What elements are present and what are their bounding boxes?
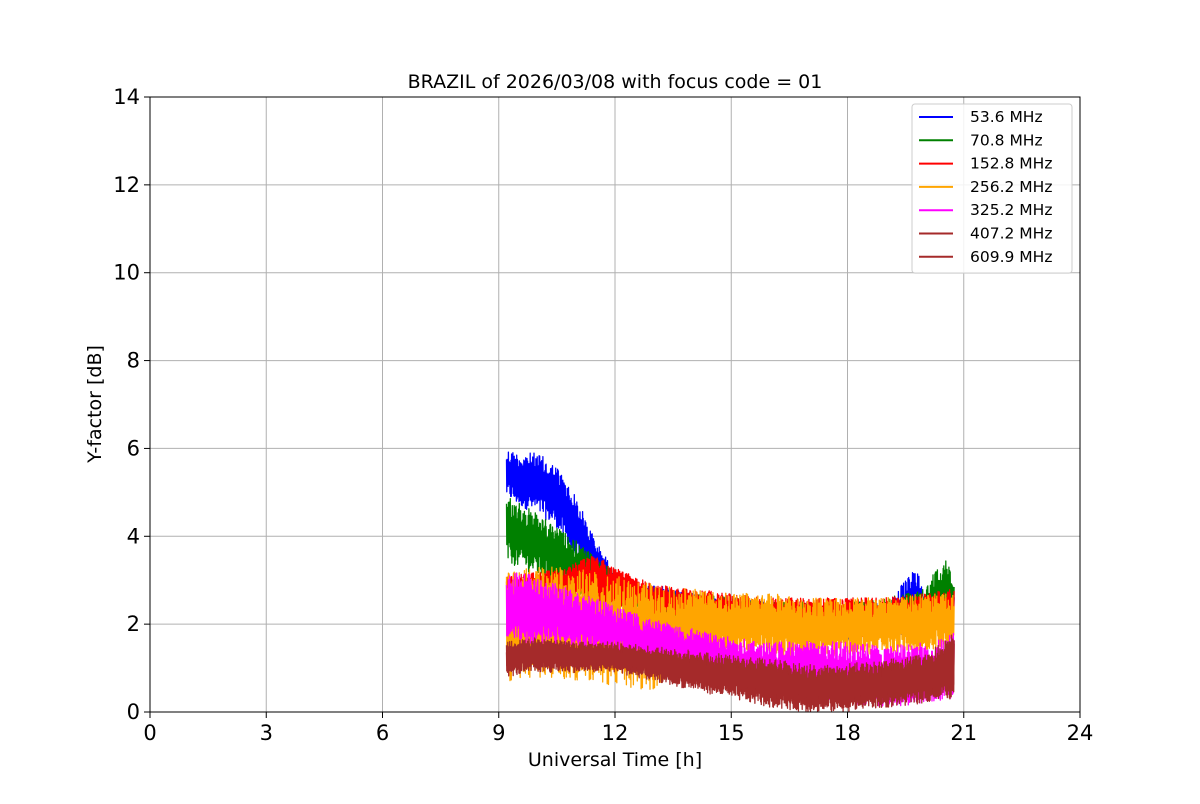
legend-label-609_9-mhz: 609.9 MHz (970, 248, 1052, 266)
y-tick-label: 14 (113, 85, 140, 109)
x-tick-label: 15 (718, 721, 745, 745)
series-line-609_9-mhz (505, 640, 955, 709)
x-tick-label: 0 (143, 721, 156, 745)
series-layer (505, 451, 955, 713)
x-tick-label: 3 (260, 721, 273, 745)
legend-label-407_2-mhz: 407.2 MHz (970, 225, 1052, 243)
legend-label-53_6-mhz: 53.6 MHz (970, 108, 1043, 126)
y-tick-label: 2 (127, 612, 140, 636)
x-tick-label: 6 (376, 721, 389, 745)
legend: 53.6 MHz 70.8 MHz 152.8 MHz 256.2 MHz 325.2 … (911, 103, 1073, 274)
x-tick-label: 12 (602, 721, 629, 745)
x-tick-label: 24 (1067, 721, 1094, 745)
x-axis-label: Universal Time [h] (528, 749, 702, 771)
y-tick-label: 4 (127, 524, 140, 548)
y-tick-label: 0 (127, 700, 140, 724)
y-tick-label: 8 (127, 349, 140, 373)
y-tick-label: 10 (113, 261, 140, 285)
legend-label-70_8-mhz: 70.8 MHz (970, 131, 1043, 149)
legend-label-325_2-mhz: 325.2 MHz (970, 201, 1052, 219)
x-tick-label: 9 (492, 721, 505, 745)
legend-label-152_8-mhz: 152.8 MHz (970, 155, 1052, 173)
y-axis-label: Y-factor [dB] (84, 345, 106, 464)
x-tick-label: 18 (834, 721, 861, 745)
y-tick-label: 12 (113, 173, 140, 197)
y-tick-label: 6 (127, 436, 140, 460)
chart-title: BRAZIL of 2026/03/08 with focus code = 0… (408, 71, 823, 93)
legend-box (911, 103, 1073, 274)
legend-label-256_2-mhz: 256.2 MHz (970, 178, 1052, 196)
x-tick-label: 21 (950, 721, 977, 745)
